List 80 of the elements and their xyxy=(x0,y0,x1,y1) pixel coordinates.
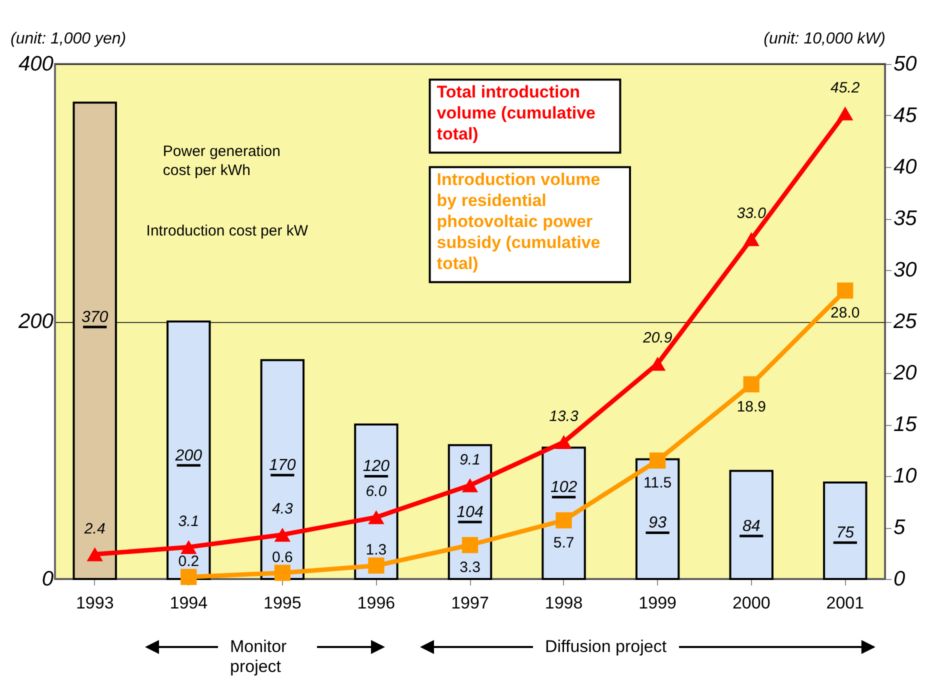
x-tick-label: 2000 xyxy=(732,594,770,612)
bar xyxy=(72,102,117,580)
data-label: 4.3 xyxy=(272,500,294,518)
y-tick-label: 200 xyxy=(17,310,54,333)
x-tick-label: 1996 xyxy=(357,594,396,612)
data-label: 28.0 xyxy=(830,304,860,322)
y2-tick-label: 0 xyxy=(894,568,906,590)
y2-tick-label: 20 xyxy=(892,362,918,384)
bar xyxy=(635,458,680,580)
y2-tick-label: 35 xyxy=(894,207,918,230)
data-label: 9.1 xyxy=(460,451,480,468)
bar xyxy=(542,446,586,580)
point xyxy=(650,452,666,469)
data-label: 1.3 xyxy=(366,542,387,559)
annotation: Power generation cost per kWh xyxy=(162,142,280,179)
y2-tick-label: 10 xyxy=(894,464,918,488)
text: Total introduction volume (cumulative total) xyxy=(436,82,596,144)
text: Monitor project xyxy=(230,637,288,677)
point xyxy=(86,547,103,562)
point xyxy=(274,564,290,581)
text: Introduction volume by residential photovoltaic power subsidy (cumulative total) xyxy=(436,170,600,274)
point xyxy=(180,540,197,554)
data-label: 102 xyxy=(550,479,578,496)
data-label: 20.9 xyxy=(642,330,673,347)
bar xyxy=(260,359,305,580)
bar xyxy=(729,470,774,580)
x-tick-label: 1997 xyxy=(451,594,489,612)
y2-tick-label: 15 xyxy=(894,413,918,436)
y2-tick-label: 25 xyxy=(892,310,918,333)
x-tick-label: 1995 xyxy=(264,594,302,612)
point xyxy=(556,435,572,449)
point xyxy=(743,232,760,246)
x-tick-label: 1999 xyxy=(638,594,676,612)
data-label: 370 xyxy=(82,308,108,326)
x-tick-label: 2001 xyxy=(826,594,864,612)
data-label: 11.5 xyxy=(644,474,672,492)
data-label: 18.9 xyxy=(736,398,766,416)
point xyxy=(462,536,478,554)
data-label: 0.2 xyxy=(178,552,200,570)
data-label: 0.6 xyxy=(272,548,293,566)
y2-tick-label: 40 xyxy=(894,156,918,178)
y-tick-label: 400 xyxy=(18,52,54,76)
data-label: 93 xyxy=(648,514,667,532)
point xyxy=(743,376,760,392)
point xyxy=(368,510,384,524)
x-tick-label: 1993 xyxy=(76,594,114,612)
point xyxy=(462,478,478,492)
y2-tick-label: 5 xyxy=(894,516,906,539)
point xyxy=(180,568,197,586)
point xyxy=(556,512,572,528)
point xyxy=(837,282,854,299)
y2-axis-title: (unit: 10,000 kW) xyxy=(764,30,886,48)
data-label: 75 xyxy=(836,524,854,542)
point xyxy=(274,528,290,542)
y2-tick-label: 45 xyxy=(894,104,918,127)
data-label: 45.2 xyxy=(830,79,860,96)
x-tick-label: 1998 xyxy=(544,594,583,612)
data-label: 33.0 xyxy=(736,205,767,222)
y-axis-title: (unit: 1,000 yen) xyxy=(10,30,126,48)
point xyxy=(368,558,384,574)
x-tick-label: 1994 xyxy=(170,594,208,612)
y-tick-label: 0 xyxy=(42,568,54,590)
data-label: 2.4 xyxy=(83,520,106,538)
data-label: 6.0 xyxy=(366,483,388,500)
annotation: Introduction cost per kW xyxy=(146,222,309,240)
y2-tick-label: 30 xyxy=(894,258,918,282)
data-label: 3.1 xyxy=(178,513,200,530)
data-label: 3.3 xyxy=(460,559,480,576)
data-label: 200 xyxy=(174,447,202,464)
data-label: 13.3 xyxy=(549,408,580,426)
bar xyxy=(166,320,211,580)
y2-tick-label: 50 xyxy=(894,52,918,76)
data-label: 120 xyxy=(362,458,390,476)
bar xyxy=(823,481,868,580)
data-label: 84 xyxy=(742,518,760,536)
data-label: 104 xyxy=(456,504,484,522)
point xyxy=(837,106,854,120)
text: Diffusion project xyxy=(545,637,667,657)
data-label: 5.7 xyxy=(553,534,574,552)
data-label: 170 xyxy=(269,457,296,474)
